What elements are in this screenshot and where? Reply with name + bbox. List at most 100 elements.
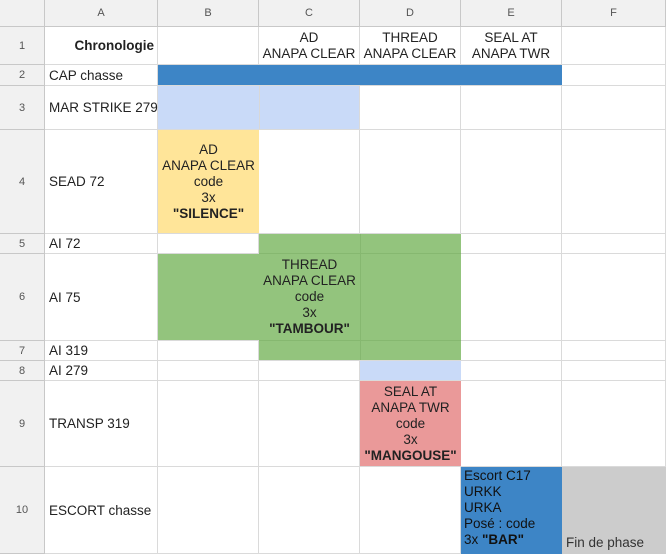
grid-cell[interactable] <box>259 130 360 234</box>
grid-cell[interactable] <box>461 381 562 467</box>
column-header-d[interactable]: D <box>360 0 461 27</box>
thread-green-b6[interactable] <box>158 254 259 340</box>
row-header-1[interactable]: 1 <box>0 27 45 65</box>
seal-line2: ANAPA TWR <box>371 399 450 415</box>
grid-cell[interactable] <box>562 254 666 341</box>
column-header-f[interactable]: F <box>562 0 666 27</box>
column-header-e[interactable]: E <box>461 0 562 27</box>
grid-cell[interactable] <box>562 361 666 381</box>
seal-mangouse-block[interactable]: SEAL AT ANAPA TWR code 3x "MANGOUSE" <box>360 381 461 466</box>
grid-cell[interactable] <box>259 361 360 381</box>
fin-de-phase-text: Fin de phase <box>566 535 645 550</box>
grid-cell[interactable] <box>461 234 562 254</box>
row-label-mar-strike[interactable]: MAR STRIKE 279 <box>45 86 158 130</box>
cell-e1-line1: SEAL AT <box>484 29 538 45</box>
row-header-5[interactable]: 5 <box>0 234 45 254</box>
seal-line4: 3x <box>403 431 418 447</box>
grid-cell[interactable] <box>461 130 562 234</box>
thread-code: "TAMBOUR" <box>269 321 350 336</box>
grid-cell[interactable] <box>360 467 461 554</box>
fin-de-phase-cell[interactable]: Fin de phase <box>562 467 666 554</box>
escort-line1: Escort C17 <box>464 468 531 483</box>
row-label-ai319[interactable]: AI 319 <box>45 341 158 361</box>
escort-c17-block[interactable]: Escort C17 URKK URKA Posé : code 3x "BAR… <box>461 467 562 554</box>
row-label-transp[interactable]: TRANSP 319 <box>45 381 158 467</box>
cap-chasse-bar[interactable] <box>158 65 562 85</box>
row-label-sead[interactable]: SEAD 72 <box>45 130 158 234</box>
ad-line4: 3x <box>201 189 216 205</box>
escort-line2: URKK <box>464 484 502 499</box>
grid-cell[interactable] <box>562 130 666 234</box>
grid-cell[interactable] <box>360 86 461 130</box>
row-label-ai72[interactable]: AI 72 <box>45 234 158 254</box>
cell-d1-line1: THREAD <box>382 29 438 45</box>
grid-cell[interactable] <box>158 341 259 361</box>
grid-cell[interactable] <box>461 254 562 341</box>
cell-e1-line2: ANAPA TWR <box>471 45 551 61</box>
column-header-b[interactable]: B <box>158 0 259 27</box>
grid-cell[interactable] <box>461 341 562 361</box>
escort-line5-prefix: 3x <box>464 532 483 547</box>
row-header-4[interactable]: 4 <box>0 130 45 234</box>
grid-cell[interactable] <box>259 381 360 467</box>
thread-line4: 3x <box>302 305 317 320</box>
ad-line1: AD <box>199 141 218 157</box>
ad-line3: code <box>193 173 224 189</box>
row-header-3[interactable]: 3 <box>0 86 45 130</box>
ad-line2: ANAPA CLEAR <box>162 157 255 173</box>
grid-cell[interactable] <box>158 27 259 65</box>
cell-e1[interactable]: SEAL AT ANAPA TWR <box>461 27 562 65</box>
cell-c1-line1: AD <box>299 29 319 45</box>
grid-cell[interactable] <box>158 361 259 381</box>
row-label-ai75[interactable]: AI 75 <box>45 254 158 341</box>
grid-cell[interactable] <box>259 467 360 554</box>
thread-line3: code <box>294 289 325 304</box>
ad-silence-block[interactable]: AD ANAPA CLEAR code 3x "SILENCE" <box>158 130 259 233</box>
escort-line5: 3x "BAR" <box>464 532 562 548</box>
seal-line3: code <box>395 415 426 431</box>
thread-line1: THREAD <box>281 257 338 272</box>
row-header-10[interactable]: 10 <box>0 467 45 554</box>
row-header-6[interactable]: 6 <box>0 254 45 341</box>
thread-line2: ANAPA CLEAR <box>263 273 356 288</box>
cell-c1[interactable]: AD ANAPA CLEAR <box>259 27 360 65</box>
row-label-cap-chasse[interactable]: CAP chasse <box>45 65 158 86</box>
row-label-ai279[interactable]: AI 279 <box>45 361 158 381</box>
column-header-a[interactable]: A <box>45 0 158 27</box>
ai279-blue-cell[interactable] <box>360 361 461 380</box>
cell-d1[interactable]: THREAD ANAPA CLEAR <box>360 27 461 65</box>
thread-tambour-text: THREAD ANAPA CLEAR code 3x "TAMBOUR" <box>259 254 360 340</box>
escort-line3: URKA <box>464 500 502 515</box>
row-header-9[interactable]: 9 <box>0 381 45 467</box>
grid-cell[interactable] <box>158 381 259 467</box>
row-label-escort[interactable]: ESCORT chasse <box>45 467 158 554</box>
seal-code: "MANGOUSE" <box>364 447 457 463</box>
grid-cell[interactable] <box>158 467 259 554</box>
seal-line1: SEAL AT <box>383 383 438 399</box>
row-header-2[interactable]: 2 <box>0 65 45 86</box>
escort-code: "BAR" <box>482 532 525 547</box>
thread-green-divider-1 <box>360 234 361 360</box>
ad-code: "SILENCE" <box>172 205 245 221</box>
grid-cell[interactable] <box>158 234 259 254</box>
cell-a1-title[interactable]: Chronologie <box>45 27 158 65</box>
grid-cell[interactable] <box>562 27 666 65</box>
thread-green-divider-2 <box>259 253 461 254</box>
column-header-c[interactable]: C <box>259 0 360 27</box>
grid-cell[interactable] <box>461 361 562 381</box>
row-header-8[interactable]: 8 <box>0 361 45 381</box>
cell-d1-line2: ANAPA CLEAR <box>363 45 457 61</box>
grid-cell[interactable] <box>562 86 666 130</box>
grid-cell[interactable] <box>562 234 666 254</box>
cell-c1-line2: ANAPA CLEAR <box>262 45 356 61</box>
select-all-corner[interactable] <box>0 0 45 27</box>
grid-cell[interactable] <box>562 65 666 86</box>
mar-strike-divider <box>259 86 260 129</box>
thread-green-divider-3 <box>259 340 461 341</box>
row-header-7[interactable]: 7 <box>0 341 45 361</box>
grid-cell[interactable] <box>461 86 562 130</box>
grid-cell[interactable] <box>360 130 461 234</box>
escort-line4: Posé : code <box>464 516 536 531</box>
grid-cell[interactable] <box>562 341 666 361</box>
grid-cell[interactable] <box>562 381 666 467</box>
